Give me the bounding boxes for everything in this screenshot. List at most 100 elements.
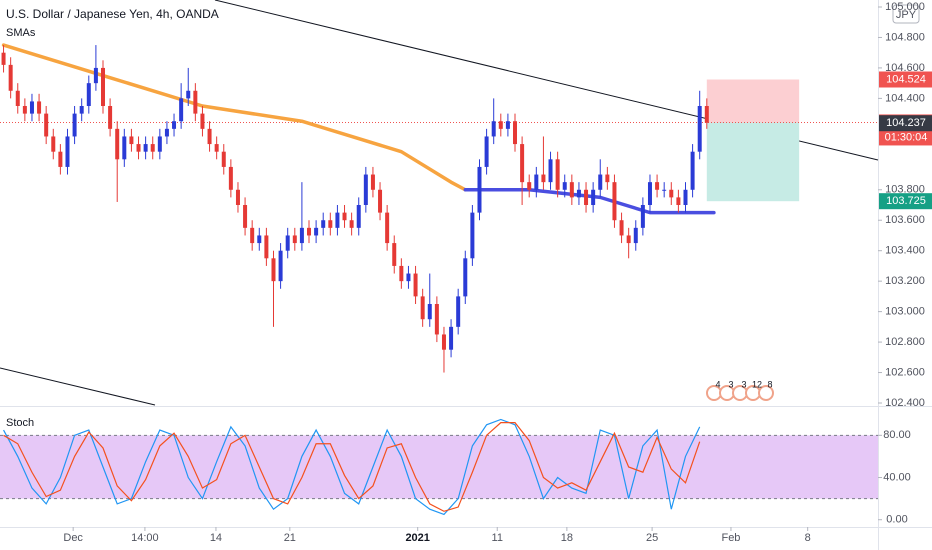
candle-body: [598, 174, 603, 190]
y-tick-label: 80.00: [883, 429, 911, 441]
candle-body: [449, 326, 454, 350]
candle-body: [15, 90, 20, 106]
candle-body: [51, 136, 56, 152]
candle-body: [704, 106, 709, 123]
candle-body: [278, 250, 283, 282]
candle-body: [179, 98, 184, 122]
candle-body: [58, 151, 63, 167]
y-tick-label: 103.400: [885, 245, 925, 257]
candle-body: [44, 113, 49, 137]
candle-body: [157, 136, 162, 152]
stop-zone: [706, 79, 800, 123]
trend-line: [0, 367, 156, 406]
price-label: 103.725: [886, 195, 926, 207]
candle-body: [612, 182, 617, 221]
indicator-label: Stoch: [6, 417, 34, 429]
x-tick-label: 2021: [405, 532, 429, 544]
price-label-box: [879, 115, 932, 132]
candle-body: [385, 212, 390, 244]
event-count: 8: [767, 379, 772, 389]
candle-body: [8, 64, 13, 91]
indicator-label: SMAs: [6, 27, 36, 39]
countdown: 01:30:04: [885, 131, 928, 143]
x-tick-label: 14: [210, 532, 222, 544]
candle-body: [221, 151, 226, 167]
event-count: 3: [728, 379, 733, 389]
candle-body: [29, 101, 34, 114]
candle-body: [378, 189, 383, 213]
candle-body: [456, 296, 461, 327]
candle-body: [434, 304, 439, 335]
candle-body: [122, 136, 127, 160]
candle-body: [569, 182, 574, 198]
candle-body: [214, 144, 219, 152]
candle-body: [257, 235, 262, 244]
candle-body: [584, 189, 589, 205]
candle-body: [470, 212, 475, 259]
candle-body: [427, 304, 432, 320]
y-tick-label: 103.200: [885, 275, 925, 287]
y-tick-label: 103.600: [885, 214, 925, 226]
candle-body: [136, 144, 141, 152]
candle-body: [321, 220, 326, 228]
candle-body: [22, 106, 27, 114]
candle-body: [143, 144, 148, 152]
candle-body: [392, 243, 397, 266]
y-tick-label: 103.800: [885, 184, 925, 196]
candle-body: [370, 174, 375, 190]
candle-body: [72, 113, 77, 137]
candle-body: [363, 174, 368, 205]
event-count: 12: [752, 379, 762, 389]
candle-body: [207, 128, 212, 145]
candle-body: [527, 182, 532, 190]
candle-body: [534, 174, 539, 190]
candle-body: [314, 227, 319, 236]
candle-body: [647, 182, 652, 205]
candle-body: [115, 128, 120, 160]
candle-body: [406, 273, 411, 282]
candle-body: [683, 189, 688, 205]
price-label-box: [879, 193, 932, 210]
candle-body: [243, 205, 248, 228]
candle-body: [619, 220, 624, 236]
x-tick-label: 18: [561, 532, 573, 544]
candle-body: [356, 205, 361, 228]
price-label-box: [879, 71, 932, 88]
candle-body: [513, 121, 518, 145]
x-tick-label: 25: [646, 532, 658, 544]
event-count: 4: [715, 379, 720, 389]
candle-body: [626, 235, 631, 244]
candle-body: [93, 67, 98, 84]
candle-body: [335, 212, 340, 228]
y-tick-label: 103.000: [885, 306, 925, 318]
candle-body: [697, 106, 702, 152]
x-tick-label: 14:00: [131, 532, 159, 544]
y-tick-label: 104.800: [885, 31, 925, 43]
candle-body: [562, 182, 567, 190]
x-tick-label: Dec: [63, 532, 83, 544]
candle-body: [193, 90, 198, 114]
candle-body: [292, 235, 297, 244]
x-tick-label: Feb: [721, 532, 740, 544]
candle-body: [65, 136, 70, 167]
candle-body: [101, 67, 106, 106]
candle-body: [548, 159, 553, 183]
candle-body: [299, 227, 304, 244]
y-tick-label: 104.600: [885, 62, 925, 74]
candle-body: [690, 151, 695, 190]
x-tick-label: 11: [492, 532, 503, 544]
candle-body: [676, 197, 681, 205]
candle-body: [491, 121, 496, 137]
candle-body: [342, 212, 347, 221]
candle-body: [328, 220, 333, 228]
price-label: 104.524: [886, 73, 926, 85]
candle-body: [669, 189, 674, 198]
y-tick-label: 102.400: [885, 397, 925, 409]
candle-body: [200, 113, 205, 129]
candle-body: [349, 220, 354, 228]
x-tick-label: 8: [805, 532, 811, 544]
currency-box[interactable]: [892, 4, 920, 24]
candle-body: [463, 258, 468, 297]
currency-label[interactable]: JPY: [896, 9, 917, 21]
